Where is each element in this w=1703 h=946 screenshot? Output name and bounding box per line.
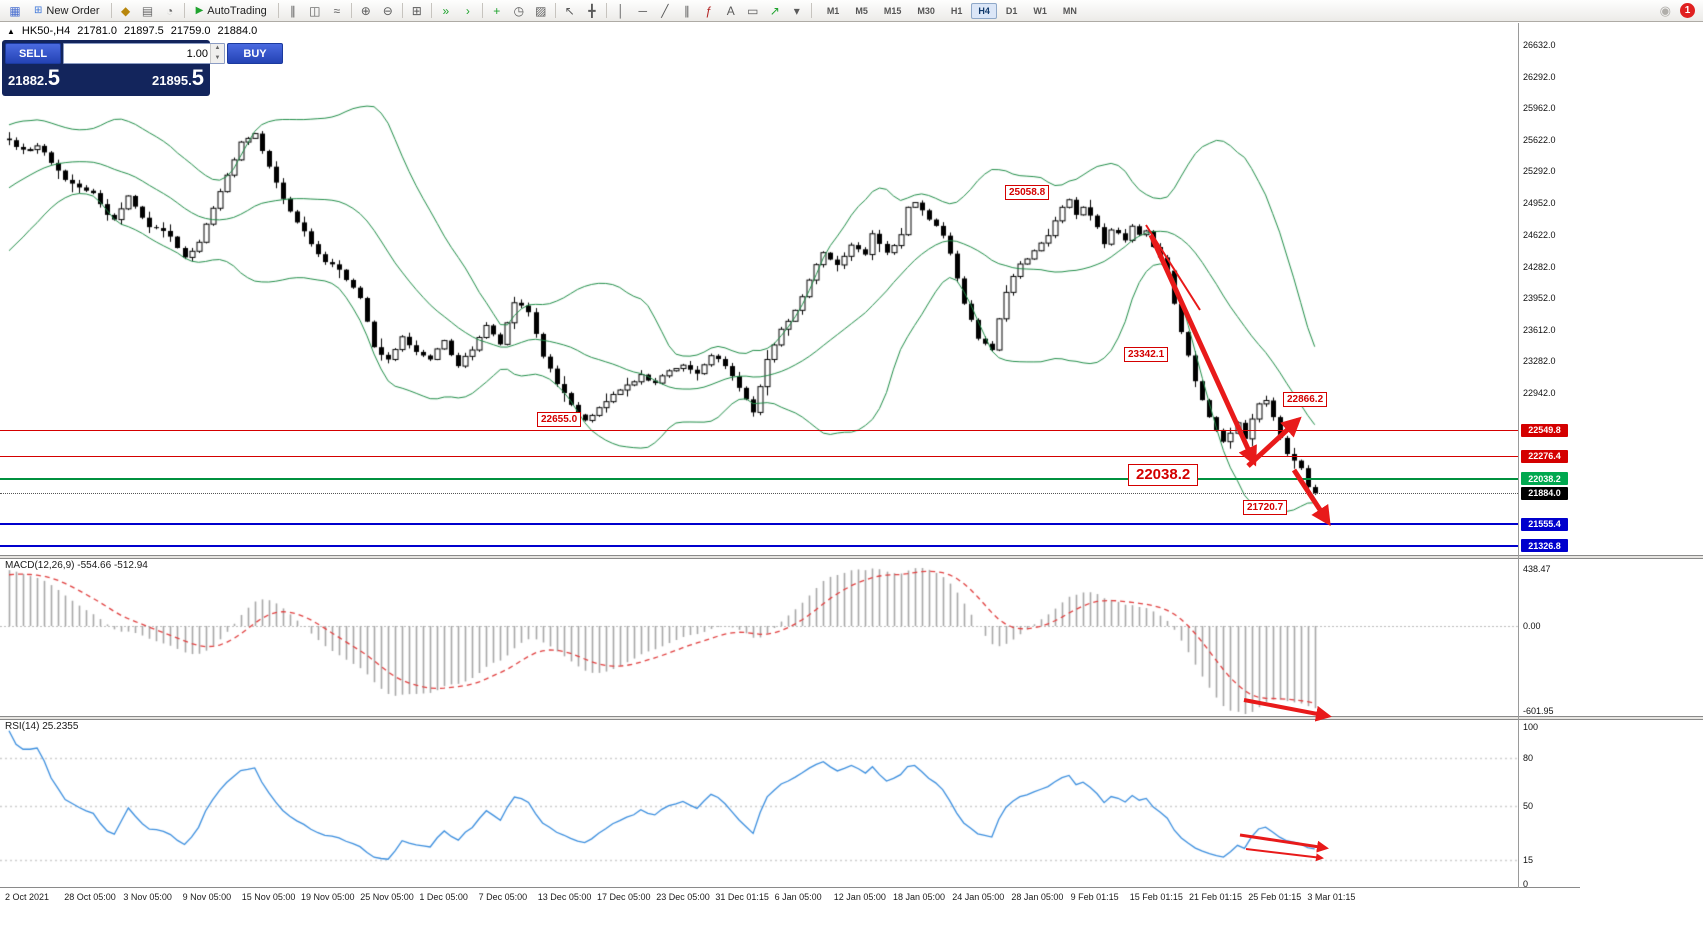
timeframe-w1-button[interactable]: W1: [1033, 5, 1047, 16]
timeframe-m15-button[interactable]: M15: [883, 5, 902, 16]
price-level-line[interactable]: [0, 429, 1518, 431]
price-annotation[interactable]: 22038.2: [1128, 464, 1199, 486]
timeframe-m5-button[interactable]: M5: [855, 5, 868, 16]
toolbar-separator: [350, 3, 352, 18]
volume-stepper: ▲ ▼: [63, 43, 225, 64]
one-click-trading-panel: SELL ▲ ▼ BUY 21882.5 21895.5: [2, 40, 283, 96]
price-annotation[interactable]: 21720.7: [1243, 500, 1288, 515]
time-axis-border: [0, 887, 1580, 888]
autotrading-icon: ▶: [195, 5, 204, 16]
ohlc-close: 21884.0: [217, 25, 258, 37]
timeframe-m30-button[interactable]: M30: [917, 5, 935, 16]
alerts-icon[interactable]: ◔: [165, 3, 174, 18]
timeframe-h4-button[interactable]: H4: [971, 2, 997, 19]
toolbar-separator: [183, 3, 185, 18]
horizontal-line-icon[interactable]: ─: [638, 3, 648, 18]
ohlc-high: 21897.5: [123, 25, 164, 37]
buy-button[interactable]: BUY: [227, 43, 283, 64]
new-order-icon: ⊞: [34, 5, 43, 16]
symbol-ohlc-line: ▲ HK50-,H4 21781.0 21897.5 21759.0 21884…: [7, 25, 257, 37]
crosshair-icon[interactable]: ╋: [588, 3, 596, 18]
line-chart-icon[interactable]: ≈: [333, 3, 341, 18]
macd-rsi-splitter[interactable]: [0, 716, 1703, 720]
timeframe-group: M1 M5 M15 M30 H1 H4 D1 W1 MN: [819, 2, 1085, 19]
price-annotation[interactable]: 23342.1: [1124, 347, 1169, 362]
timeframe-d1-button[interactable]: D1: [1005, 5, 1018, 16]
toolbar-separator: [810, 3, 812, 18]
timeframe-h1-button[interactable]: H1: [950, 5, 963, 16]
price-level-line[interactable]: [0, 544, 1518, 547]
label-icon[interactable]: ▭: [747, 3, 759, 18]
templates-icon[interactable]: ▨: [535, 3, 547, 18]
arrows-tool-icon[interactable]: ↗: [769, 3, 780, 18]
price-annotation[interactable]: 22655.0: [537, 412, 582, 427]
rsi-label: RSI(14) 25.2355: [5, 721, 79, 732]
price-level-line[interactable]: [0, 492, 1518, 494]
autotrading-button-label: AutoTrading: [207, 4, 267, 17]
zoom-in-icon[interactable]: ⊕: [360, 3, 371, 18]
toolbar-separator: [401, 3, 403, 18]
candlestick-chart-icon[interactable]: ◫: [309, 3, 321, 18]
price-macd-splitter[interactable]: [0, 555, 1703, 559]
volume-input[interactable]: [64, 44, 210, 63]
symbol-name: HK50-,H4: [21, 25, 71, 37]
timeframe-mn-button[interactable]: MN: [1062, 5, 1077, 16]
price-annotation[interactable]: 25058.8: [1005, 185, 1050, 200]
auto-scroll-icon[interactable]: »: [442, 3, 450, 18]
community-icon[interactable]: ◉: [1659, 2, 1671, 18]
toolbar-separator: [554, 3, 556, 18]
price-level-line[interactable]: [0, 477, 1518, 480]
vertical-line-icon[interactable]: │: [617, 3, 625, 18]
chart-shift-icon[interactable]: ›: [465, 3, 470, 18]
ohlc-open: 21781.0: [77, 25, 117, 37]
buy-price[interactable]: 21895.5: [151, 65, 204, 90]
autotrading-button[interactable]: ▶ AutoTrading: [190, 2, 273, 20]
cursor-icon[interactable]: ↖: [564, 3, 575, 18]
fibonacci-icon[interactable]: ƒ: [705, 3, 713, 18]
toolbar-right: ◉ 1: [1660, 3, 1699, 19]
toolbar-separator: [481, 3, 483, 18]
sell-price[interactable]: 21882.5: [8, 65, 61, 90]
trendline-icon[interactable]: ╱: [661, 3, 669, 18]
expert-advisors-icon[interactable]: ◆: [120, 3, 131, 18]
bar-chart-icon[interactable]: ∥: [289, 3, 296, 18]
chart-window-icon[interactable]: ▦: [9, 3, 21, 18]
toolbar-separator: [430, 3, 432, 18]
price-scale-border: [1518, 23, 1519, 888]
ohlc-low: 21759.0: [170, 25, 211, 37]
text-icon[interactable]: A: [726, 3, 735, 18]
toolbar-separator: [605, 3, 607, 18]
toolbar-separator: [277, 3, 279, 18]
zoom-out-icon[interactable]: ⊖: [382, 3, 393, 18]
price-level-line[interactable]: [0, 455, 1518, 457]
equidistant-channel-icon[interactable]: ∥: [683, 3, 690, 18]
toolbar: ▦ ⊞ New Order ◆ ▤ ◔ ▶ AutoTrading ∥ ◫ ≈ ⊕ ⊖ ⊞» › + ◷ ▨ ↖ ╋ │…: [0, 0, 1703, 22]
price-level-line[interactable]: [0, 523, 1518, 526]
symbol-marker-icon: ▲: [7, 26, 15, 36]
volume-up-button[interactable]: ▲: [211, 44, 224, 54]
profiles-icon[interactable]: ▤: [141, 3, 154, 18]
new-order-button-label: New Order: [46, 4, 100, 17]
toolbar-left-groups: ▦ ⊞ New Order ◆ ▤ ◔ ▶ AutoTrading ∥ ◫ ≈ ⊕ ⊖ ⊞» › + ◷ ▨ ↖ ╋ │…: [4, 2, 1085, 20]
timeframe-m1-button[interactable]: M1: [826, 5, 840, 16]
periods-icon[interactable]: ◷: [513, 3, 525, 18]
tile-windows-icon[interactable]: ⊞: [411, 3, 422, 18]
notifications-badge[interactable]: 1: [1680, 3, 1695, 18]
volume-down-button[interactable]: ▼: [211, 53, 224, 63]
indicators-icon[interactable]: +: [493, 3, 501, 18]
price-annotation[interactable]: 22866.2: [1283, 392, 1328, 407]
objects-dropdown-icon[interactable]: ▾: [793, 3, 800, 18]
toolbar-separator: [110, 3, 112, 18]
new-order-button[interactable]: ⊞ New Order: [28, 2, 106, 20]
sell-button[interactable]: SELL: [5, 43, 61, 64]
macd-label: MACD(12,26,9) -554.66 -512.94: [5, 560, 148, 571]
